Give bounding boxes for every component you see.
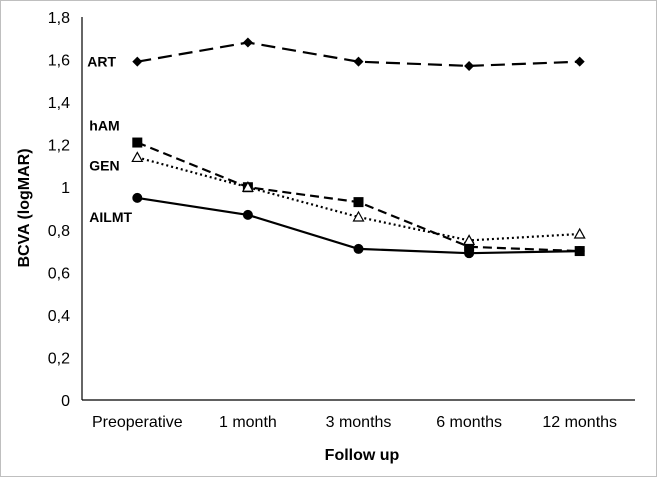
- data-point: [463, 234, 476, 246]
- y-axis-title: BCVA (logMAR): [16, 148, 33, 267]
- x-tick-label: 12 months: [542, 414, 617, 431]
- y-tick-label: 1,4: [48, 95, 70, 112]
- data-point: [574, 56, 585, 67]
- data-point: [132, 137, 143, 148]
- data-point: [464, 248, 475, 259]
- data-point: [464, 60, 475, 71]
- axes: [81, 17, 635, 401]
- x-tick-label: 3 months: [326, 414, 392, 431]
- x-tick-labels: Preoperative 1 month 3 months 6 months 12 mo…: [92, 414, 617, 431]
- x-tick-label: Preoperative: [92, 414, 183, 431]
- y-tick-label: 0,4: [48, 308, 70, 325]
- data-point: [353, 243, 364, 254]
- data-point: [242, 37, 253, 48]
- y-tick-label: 0,8: [48, 223, 70, 240]
- series-label-art: ART: [87, 54, 116, 70]
- series-label-ailmt: AILMT: [89, 209, 132, 225]
- series-label-gen: GEN: [89, 157, 119, 173]
- y-tick-label: 1,8: [48, 10, 70, 27]
- data-point: [574, 246, 585, 257]
- data-point: [353, 56, 364, 67]
- data-point: [241, 180, 254, 192]
- data-point: [464, 241, 475, 252]
- y-tick-labels: 0 0,2 0,4 0,6 0,8 1 1,2 1,4 1,6 1,8: [48, 10, 70, 410]
- y-tick-label: 0,6: [48, 265, 70, 282]
- data-point: [573, 227, 586, 239]
- data-point: [132, 56, 143, 67]
- x-tick-label: 1 month: [219, 414, 277, 431]
- data-point: [131, 151, 144, 163]
- data-point: [132, 192, 143, 203]
- series-group: [131, 37, 586, 259]
- x-axis-title: Follow up: [325, 447, 400, 464]
- data-point: [242, 209, 253, 220]
- series-line-ham: [136, 141, 580, 253]
- series-label-ham: hAM: [89, 118, 119, 134]
- y-tick-label: 1: [61, 180, 70, 197]
- series-line-art: [137, 41, 580, 68]
- x-tick-label: 6 months: [436, 414, 502, 431]
- series-line-gen: [137, 156, 580, 242]
- series-labels: ART hAM GEN AILMT: [87, 54, 132, 225]
- y-tick-label: 0,2: [48, 350, 70, 367]
- data-point: [353, 197, 364, 208]
- y-tick-label: 0: [61, 393, 70, 410]
- data-point: [352, 210, 365, 222]
- y-tick-label: 1,6: [48, 53, 70, 70]
- y-tick-label: 1,2: [48, 138, 70, 155]
